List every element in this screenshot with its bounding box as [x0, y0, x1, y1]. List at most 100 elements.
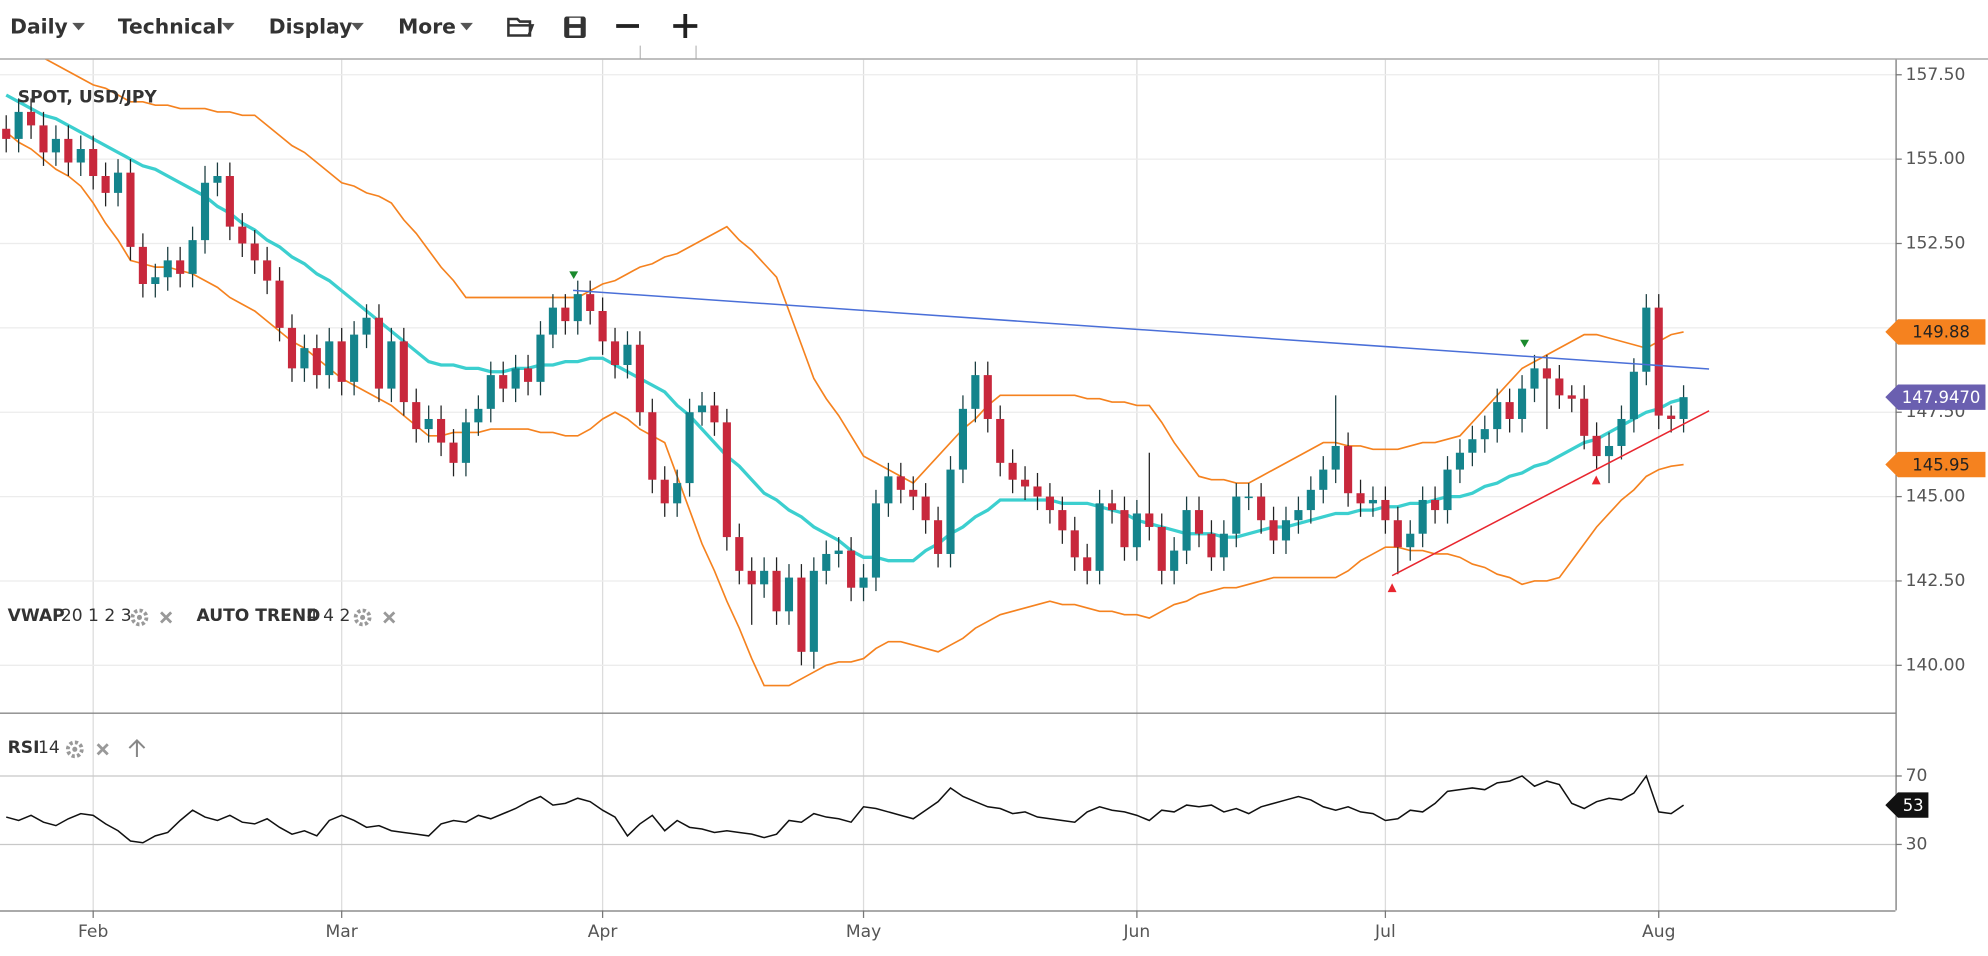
x-tick-label: Apr [588, 922, 619, 942]
x-tick-label: Jul [1374, 922, 1396, 942]
price-tag-label: 145.95 [1912, 455, 1970, 474]
y-tick-label: 157.50 [1906, 65, 1966, 85]
candle-body [1431, 499, 1440, 511]
candle-body [772, 570, 781, 612]
candle-body [250, 243, 259, 261]
candle-body [1170, 550, 1179, 571]
candle-body [1157, 526, 1166, 571]
value-tag-label: 53 [1903, 796, 1924, 815]
save-icon[interactable] [564, 16, 586, 39]
zoom-out[interactable] [616, 24, 639, 28]
menu-more[interactable]: More [398, 14, 456, 38]
candle-body [1418, 499, 1427, 534]
toolbar-divider [639, 45, 697, 59]
candle-body [561, 307, 570, 322]
candle-body [1468, 439, 1477, 453]
candle-body [1542, 368, 1551, 379]
candle-body [312, 348, 321, 376]
candle-body [1555, 378, 1564, 396]
candle-body [884, 476, 893, 504]
candle-body [548, 307, 557, 335]
candle-body [1368, 499, 1378, 504]
chevron[interactable] [221, 22, 235, 31]
candle-body [1033, 486, 1042, 497]
candle-body [710, 405, 719, 423]
settings-icon[interactable] [65, 740, 84, 759]
menu-technical[interactable]: Technical [118, 14, 223, 38]
settings-icon[interactable] [130, 608, 149, 627]
candle-body [1294, 510, 1303, 521]
candle-body [573, 294, 582, 322]
candle-body [1393, 520, 1402, 548]
move-up-icon[interactable] [128, 739, 146, 757]
candle-body [51, 138, 60, 153]
candle-body [1257, 496, 1266, 521]
open-icon[interactable] [507, 17, 535, 37]
candle-body [685, 412, 694, 484]
trend-line [573, 289, 1710, 370]
remove-icon[interactable] [160, 611, 173, 624]
trend-line [1391, 410, 1710, 577]
y-tick-label: 30 [1906, 834, 1928, 854]
candle-body [598, 310, 607, 342]
candle-body [1493, 402, 1502, 430]
candle-body [89, 149, 98, 177]
indicator-params: 20 1 2 3 [61, 606, 132, 626]
candle-body [374, 317, 384, 389]
price-tags: 149.88 145.95 147.9470 53 [1885, 319, 1986, 818]
y-tick-label: 140.00 [1906, 655, 1966, 675]
labels: SPOT, USD/JPY VWAP 20 1 2 3 AUTO TREND 4… [8, 88, 1676, 942]
candle-body [213, 176, 222, 183]
remove-icon[interactable] [96, 743, 109, 756]
candle-body [934, 520, 943, 554]
moving-average [5, 93, 1685, 563]
candle-body [648, 412, 657, 480]
candle-body [1604, 445, 1614, 457]
candle-body [1008, 462, 1017, 480]
menu-daily[interactable]: Daily [10, 14, 68, 38]
candle-body [1331, 445, 1340, 470]
x-tick-label: May [846, 922, 881, 942]
candle-body [1132, 513, 1141, 548]
candle-body [1580, 398, 1589, 436]
candle-body [809, 570, 818, 652]
band-line [5, 131, 1684, 687]
candle-body [1617, 418, 1626, 446]
candle-body [39, 125, 48, 153]
remove-icon[interactable] [383, 611, 396, 624]
zoom-in[interactable] [673, 13, 698, 39]
candle-body [1120, 510, 1129, 548]
candle-body [474, 408, 483, 423]
menu-display[interactable]: Display [269, 14, 353, 38]
candle-body [1232, 496, 1241, 534]
candle-body [511, 368, 520, 389]
x-tick-label: Jun [1123, 922, 1151, 942]
y-tick-label: 152.50 [1906, 234, 1966, 254]
candle-body [300, 348, 309, 369]
candle-body [1281, 520, 1291, 541]
candle-body [1045, 496, 1054, 511]
candle-body [735, 537, 744, 571]
candle-body [784, 577, 794, 612]
price-tag-label: 147.9470 [1902, 388, 1981, 407]
candle-body [859, 577, 868, 588]
candle-body [1319, 469, 1328, 490]
candle-body [1480, 429, 1489, 440]
candle-body [200, 182, 210, 241]
candle-body [362, 317, 371, 335]
chevron[interactable] [460, 22, 473, 31]
candle-body [1058, 510, 1067, 531]
candle-body [697, 405, 707, 413]
settings-icon[interactable] [353, 608, 372, 627]
candle-body [536, 334, 545, 382]
candle-body [275, 280, 284, 328]
candle-body [1219, 533, 1228, 558]
candle-body [64, 138, 73, 163]
chevron[interactable] [72, 22, 85, 31]
chart-title: SPOT, USD/JPY [18, 88, 158, 108]
y-tick-label: 142.50 [1906, 571, 1966, 591]
chevron[interactable] [351, 22, 364, 31]
candle-body [325, 341, 334, 376]
